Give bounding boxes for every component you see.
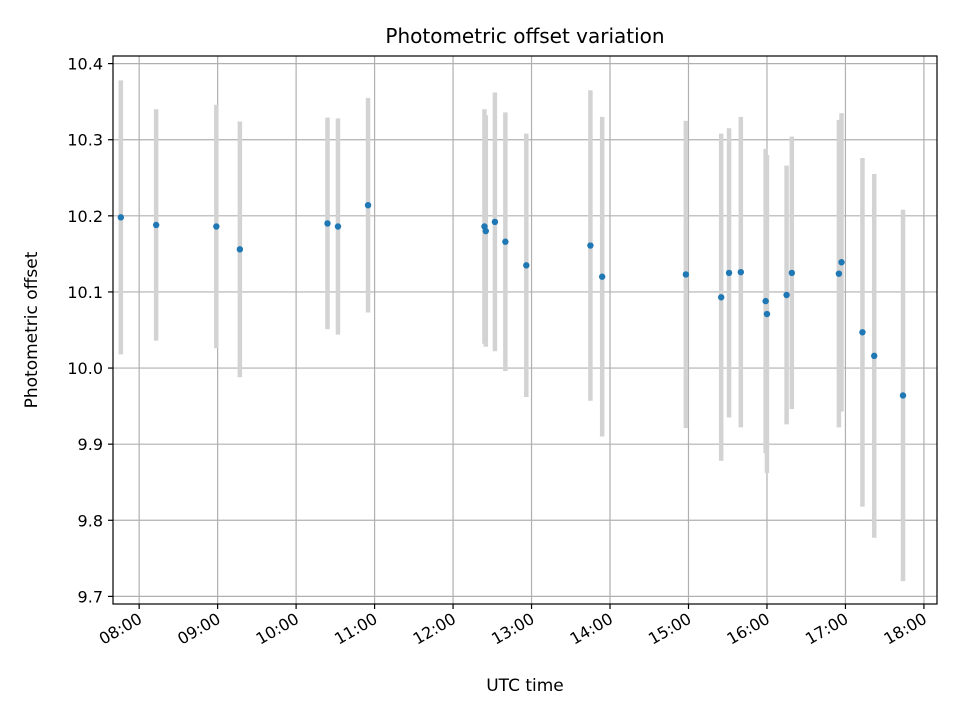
data-point xyxy=(598,273,606,280)
data-point xyxy=(587,242,594,249)
y-axis-label: Photometric offset xyxy=(22,251,42,408)
y-tick-label: 9.7 xyxy=(78,587,103,606)
data-point xyxy=(324,220,331,227)
y-tick-label: 9.9 xyxy=(78,435,103,454)
x-tick-label: 08:00 xyxy=(96,609,145,649)
x-tick-label: 16:00 xyxy=(724,609,773,649)
data-point xyxy=(899,392,907,399)
data-point xyxy=(523,262,530,269)
error-bars xyxy=(118,80,906,582)
data-point xyxy=(859,329,866,336)
data-point xyxy=(682,271,690,278)
x-axis-ticks: 08:00 09:00 10:00 11:00 12:00 13:00 14:00 15:00… xyxy=(96,604,930,649)
x-tick-label: 18:00 xyxy=(880,609,929,649)
x-tick-label: 15:00 xyxy=(645,609,694,649)
plot-frame xyxy=(112,55,938,605)
y-tick-label: 10.4 xyxy=(67,55,103,74)
x-tick-label: 12:00 xyxy=(410,609,459,649)
data-point xyxy=(117,214,125,221)
y-tick-label: 9.8 xyxy=(78,511,103,530)
data-point xyxy=(871,352,878,360)
data-point xyxy=(717,294,725,301)
data-points xyxy=(117,201,907,399)
y-tick-label: 10.3 xyxy=(67,131,103,150)
data-point xyxy=(763,310,771,318)
data-point xyxy=(213,223,220,230)
data-point xyxy=(835,270,843,277)
data-point xyxy=(491,218,499,226)
data-point xyxy=(482,227,489,235)
data-point xyxy=(762,297,769,305)
y-tick-label: 10.2 xyxy=(67,207,103,226)
data-point xyxy=(236,246,244,253)
x-tick-label: 09:00 xyxy=(174,609,223,649)
data-point xyxy=(783,291,790,299)
x-tick-label: 10:00 xyxy=(253,609,302,649)
data-point xyxy=(788,269,796,277)
x-tick-label: 13:00 xyxy=(488,609,537,649)
data-point xyxy=(725,269,733,277)
chart-title: Photometric offset variation xyxy=(385,24,664,48)
x-tick-label: 11:00 xyxy=(331,609,380,649)
x-tick-label: 17:00 xyxy=(802,609,851,649)
y-axis-ticks: 9.7 9.8 9.9 10.0 10.1 10.2 10.3 10.4 xyxy=(67,55,113,606)
data-point xyxy=(334,223,342,230)
x-axis-label: UTC time xyxy=(486,676,564,696)
data-point xyxy=(838,259,845,266)
x-tick-label: 14:00 xyxy=(567,609,616,649)
y-tick-label: 10.0 xyxy=(67,359,103,378)
data-point xyxy=(502,238,509,245)
data-point xyxy=(737,268,745,276)
data-point xyxy=(152,221,160,229)
data-point xyxy=(364,201,372,209)
y-tick-label: 10.1 xyxy=(67,283,103,302)
